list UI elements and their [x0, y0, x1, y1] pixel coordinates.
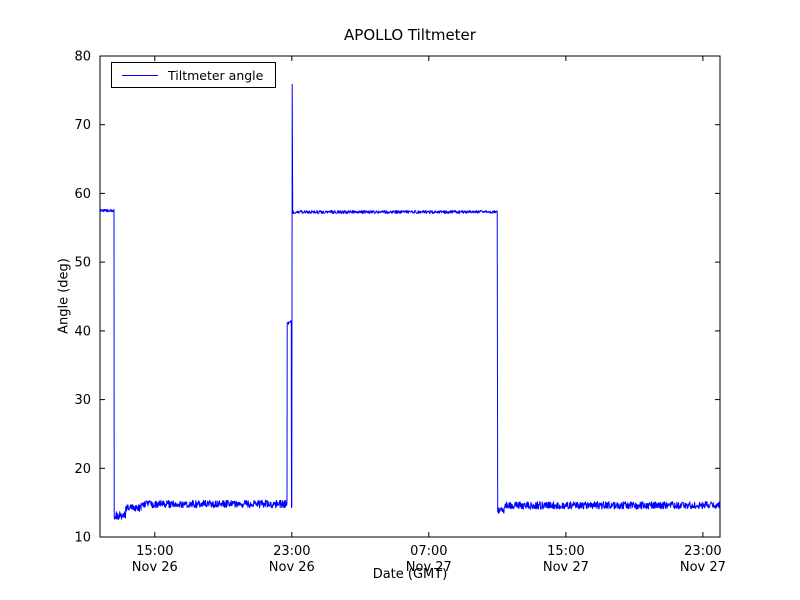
svg-text:10: 10 [74, 531, 91, 546]
svg-text:23:00: 23:00 [684, 544, 721, 559]
svg-text:Nov 26: Nov 26 [132, 560, 178, 575]
svg-text:Nov 27: Nov 27 [406, 560, 452, 575]
legend-line-sample [122, 74, 158, 76]
svg-text:07:00: 07:00 [410, 544, 447, 559]
svg-text:50: 50 [74, 256, 91, 271]
svg-text:80: 80 [74, 50, 91, 65]
y-axis-label: Angle (deg) [56, 258, 72, 334]
chart-title: APOLLO Tiltmeter [344, 26, 476, 44]
svg-text:70: 70 [74, 118, 91, 133]
svg-text:Nov 26: Nov 26 [269, 560, 315, 575]
svg-text:20: 20 [74, 462, 91, 477]
svg-text:Nov 27: Nov 27 [543, 560, 589, 575]
x-axis-label: Date (GMT) [372, 567, 448, 582]
svg-text:30: 30 [74, 393, 91, 408]
svg-text:40: 40 [74, 324, 91, 339]
legend-label: Tiltmeter angle [168, 67, 264, 83]
svg-text:15:00: 15:00 [547, 544, 584, 559]
svg-text:60: 60 [74, 187, 91, 202]
svg-text:23:00: 23:00 [273, 544, 310, 559]
legend: Tiltmeter angle [111, 62, 277, 88]
svg-text:15:00: 15:00 [136, 544, 173, 559]
svg-text:Nov 27: Nov 27 [680, 560, 726, 575]
